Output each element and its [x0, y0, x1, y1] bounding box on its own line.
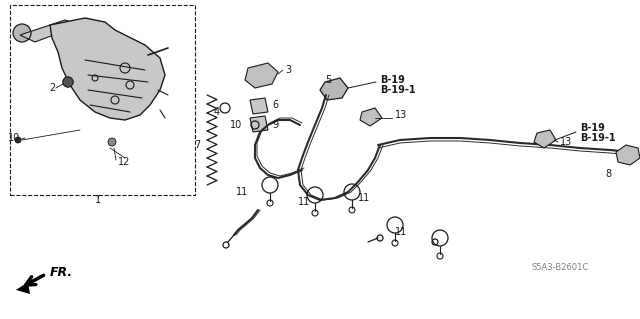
Text: 2: 2 [50, 83, 56, 93]
Circle shape [63, 77, 73, 87]
Text: 6: 6 [272, 100, 278, 110]
Text: B-19-1: B-19-1 [380, 85, 415, 95]
Text: 4: 4 [214, 107, 220, 117]
Polygon shape [20, 20, 80, 42]
Text: S5A3-B2601C: S5A3-B2601C [532, 263, 589, 271]
Circle shape [13, 24, 31, 42]
Polygon shape [245, 63, 278, 88]
Polygon shape [250, 116, 268, 132]
Polygon shape [16, 282, 30, 294]
Text: 13: 13 [395, 110, 407, 120]
Text: 11: 11 [395, 227, 407, 237]
Polygon shape [616, 145, 640, 165]
Text: 10: 10 [8, 133, 20, 143]
Polygon shape [320, 78, 348, 100]
Text: 13: 13 [560, 137, 572, 147]
Text: 1: 1 [95, 195, 101, 205]
Polygon shape [360, 108, 382, 126]
Text: 10: 10 [230, 120, 242, 130]
Circle shape [15, 137, 21, 143]
Text: 11: 11 [358, 193, 371, 203]
Text: 11: 11 [298, 197, 310, 207]
Polygon shape [534, 130, 556, 148]
Text: 5: 5 [325, 75, 331, 85]
Text: B-19: B-19 [380, 75, 405, 85]
Text: FR.: FR. [50, 265, 73, 278]
Text: 12: 12 [118, 157, 131, 167]
Text: 7: 7 [194, 140, 200, 150]
Text: B-19-1: B-19-1 [580, 133, 616, 143]
Text: B-19: B-19 [580, 123, 605, 133]
Text: 9: 9 [272, 120, 278, 130]
Bar [10, 5, 195, 195]
Text: 11: 11 [236, 187, 248, 197]
Polygon shape [50, 18, 165, 120]
Polygon shape [250, 98, 268, 114]
Circle shape [108, 138, 116, 146]
Text: 8: 8 [606, 169, 612, 179]
Text: 3: 3 [285, 65, 291, 75]
